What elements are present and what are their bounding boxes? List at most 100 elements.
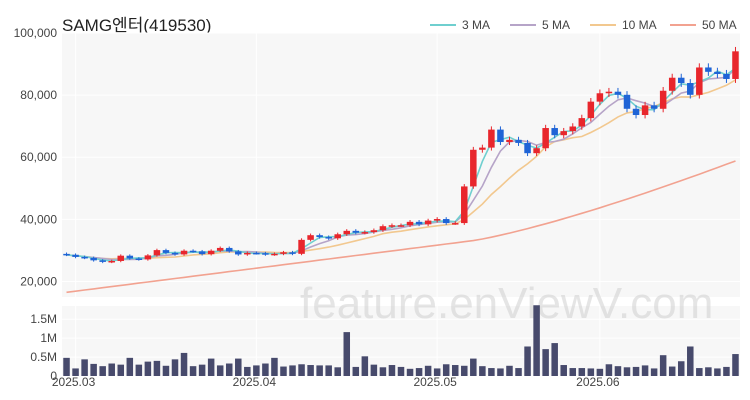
- candle-body: [497, 129, 504, 143]
- volume-bar: [90, 363, 97, 376]
- volume-bar: [298, 364, 305, 376]
- candle-body: [569, 126, 577, 132]
- volume-bar: [126, 357, 134, 376]
- candle-body: [587, 101, 595, 119]
- candle-body: [135, 258, 143, 260]
- volume-bar: [207, 358, 215, 376]
- volume-bar: [225, 363, 233, 376]
- volume-bar: [289, 365, 296, 376]
- candle-body: [99, 260, 106, 262]
- volume-bar: [72, 368, 79, 376]
- volume-bar: [488, 368, 495, 376]
- volume-bar: [370, 364, 378, 376]
- candle-body: [596, 93, 604, 102]
- candle-body: [361, 232, 369, 234]
- price-axis-tick-label: 80,000: [20, 88, 57, 102]
- ma10-line: [66, 79, 736, 260]
- volume-axis-tick-label: 1M: [40, 331, 57, 345]
- volume-bar: [63, 357, 70, 376]
- volume-axis-tick-label: 0.5M: [30, 350, 57, 364]
- volume-bar: [424, 365, 432, 376]
- candle-body: [723, 73, 730, 79]
- volume-bar: [153, 360, 161, 376]
- volume-bar: [433, 368, 441, 376]
- candle-body: [144, 255, 152, 260]
- watermark: feature.enViewV.com: [300, 279, 713, 328]
- legend-label: 3 MA: [462, 18, 490, 32]
- volume-bar: [723, 366, 730, 376]
- volume-bar: [524, 346, 531, 376]
- candle-body: [614, 91, 622, 95]
- candle-body: [605, 91, 613, 94]
- candle-body: [470, 149, 477, 187]
- chart-title: SAMG엔터(419530): [62, 16, 212, 35]
- price-axis-tick-label: 40,000: [20, 212, 57, 226]
- volume-bar: [470, 358, 477, 376]
- volume-bar: [587, 368, 595, 376]
- candle-body: [705, 67, 712, 72]
- volume-bar: [244, 366, 251, 376]
- candle-body: [189, 250, 197, 253]
- volume-bar: [533, 305, 540, 376]
- candle-body: [262, 253, 269, 255]
- volume-bar: [732, 354, 739, 376]
- volume-bar: [316, 365, 323, 376]
- volume-bar: [253, 365, 260, 376]
- candle-body: [180, 250, 188, 255]
- candle-body: [271, 253, 278, 256]
- volume-bar: [451, 365, 459, 376]
- volume-bar: [235, 358, 242, 376]
- price-axis-tick-label: 100,000: [14, 26, 58, 40]
- legend-label: 5 MA: [542, 18, 570, 32]
- price-axis-tick-label: 20,000: [20, 274, 57, 288]
- date-axis-tick-label: 2025.06: [576, 375, 620, 389]
- volume-bar: [271, 357, 278, 376]
- candle-body: [153, 250, 161, 256]
- volume-bar: [650, 368, 658, 376]
- candle-body: [415, 221, 423, 225]
- volume-bar: [135, 364, 143, 376]
- volume-bar: [280, 366, 287, 376]
- candle-body: [677, 77, 685, 84]
- candle-body: [63, 253, 70, 256]
- price-axis-tick-label: 60,000: [20, 150, 57, 164]
- volume-bar: [442, 364, 450, 376]
- candle-body: [687, 83, 694, 95]
- volume-bar: [171, 359, 179, 376]
- candle-body: [162, 250, 170, 253]
- volume-bar: [461, 365, 468, 376]
- candle-body: [334, 234, 341, 239]
- candle-body: [307, 235, 314, 240]
- candle-body: [551, 128, 558, 136]
- legend-label: 50 MA: [702, 18, 737, 32]
- candle-body: [560, 131, 567, 136]
- volume-bar: [560, 365, 567, 376]
- candle-body: [207, 250, 215, 255]
- volume-bar: [515, 368, 522, 376]
- volume-bar: [687, 346, 694, 376]
- candle-body: [524, 142, 531, 154]
- candle-body: [298, 239, 305, 254]
- date-axis-tick-label: 2025.05: [413, 375, 457, 389]
- volume-bar: [578, 368, 586, 376]
- volume-bar: [623, 367, 631, 376]
- candle-body: [316, 235, 323, 238]
- candle-body: [406, 221, 414, 226]
- volume-bar: [542, 349, 549, 376]
- candle-body: [488, 129, 495, 148]
- date-axis-tick-label: 2025.04: [233, 375, 277, 389]
- volume-bar: [180, 352, 188, 376]
- candle-body: [732, 51, 739, 79]
- candle-body: [542, 128, 549, 149]
- candle-body: [433, 219, 441, 221]
- candle-body: [198, 251, 206, 255]
- candle-body: [578, 118, 586, 127]
- candle-body: [461, 186, 468, 224]
- volume-bar: [406, 368, 414, 376]
- volume-bar: [198, 364, 206, 376]
- ma50-line: [66, 160, 736, 294]
- candle-body: [696, 67, 703, 95]
- candle-body: [506, 139, 513, 143]
